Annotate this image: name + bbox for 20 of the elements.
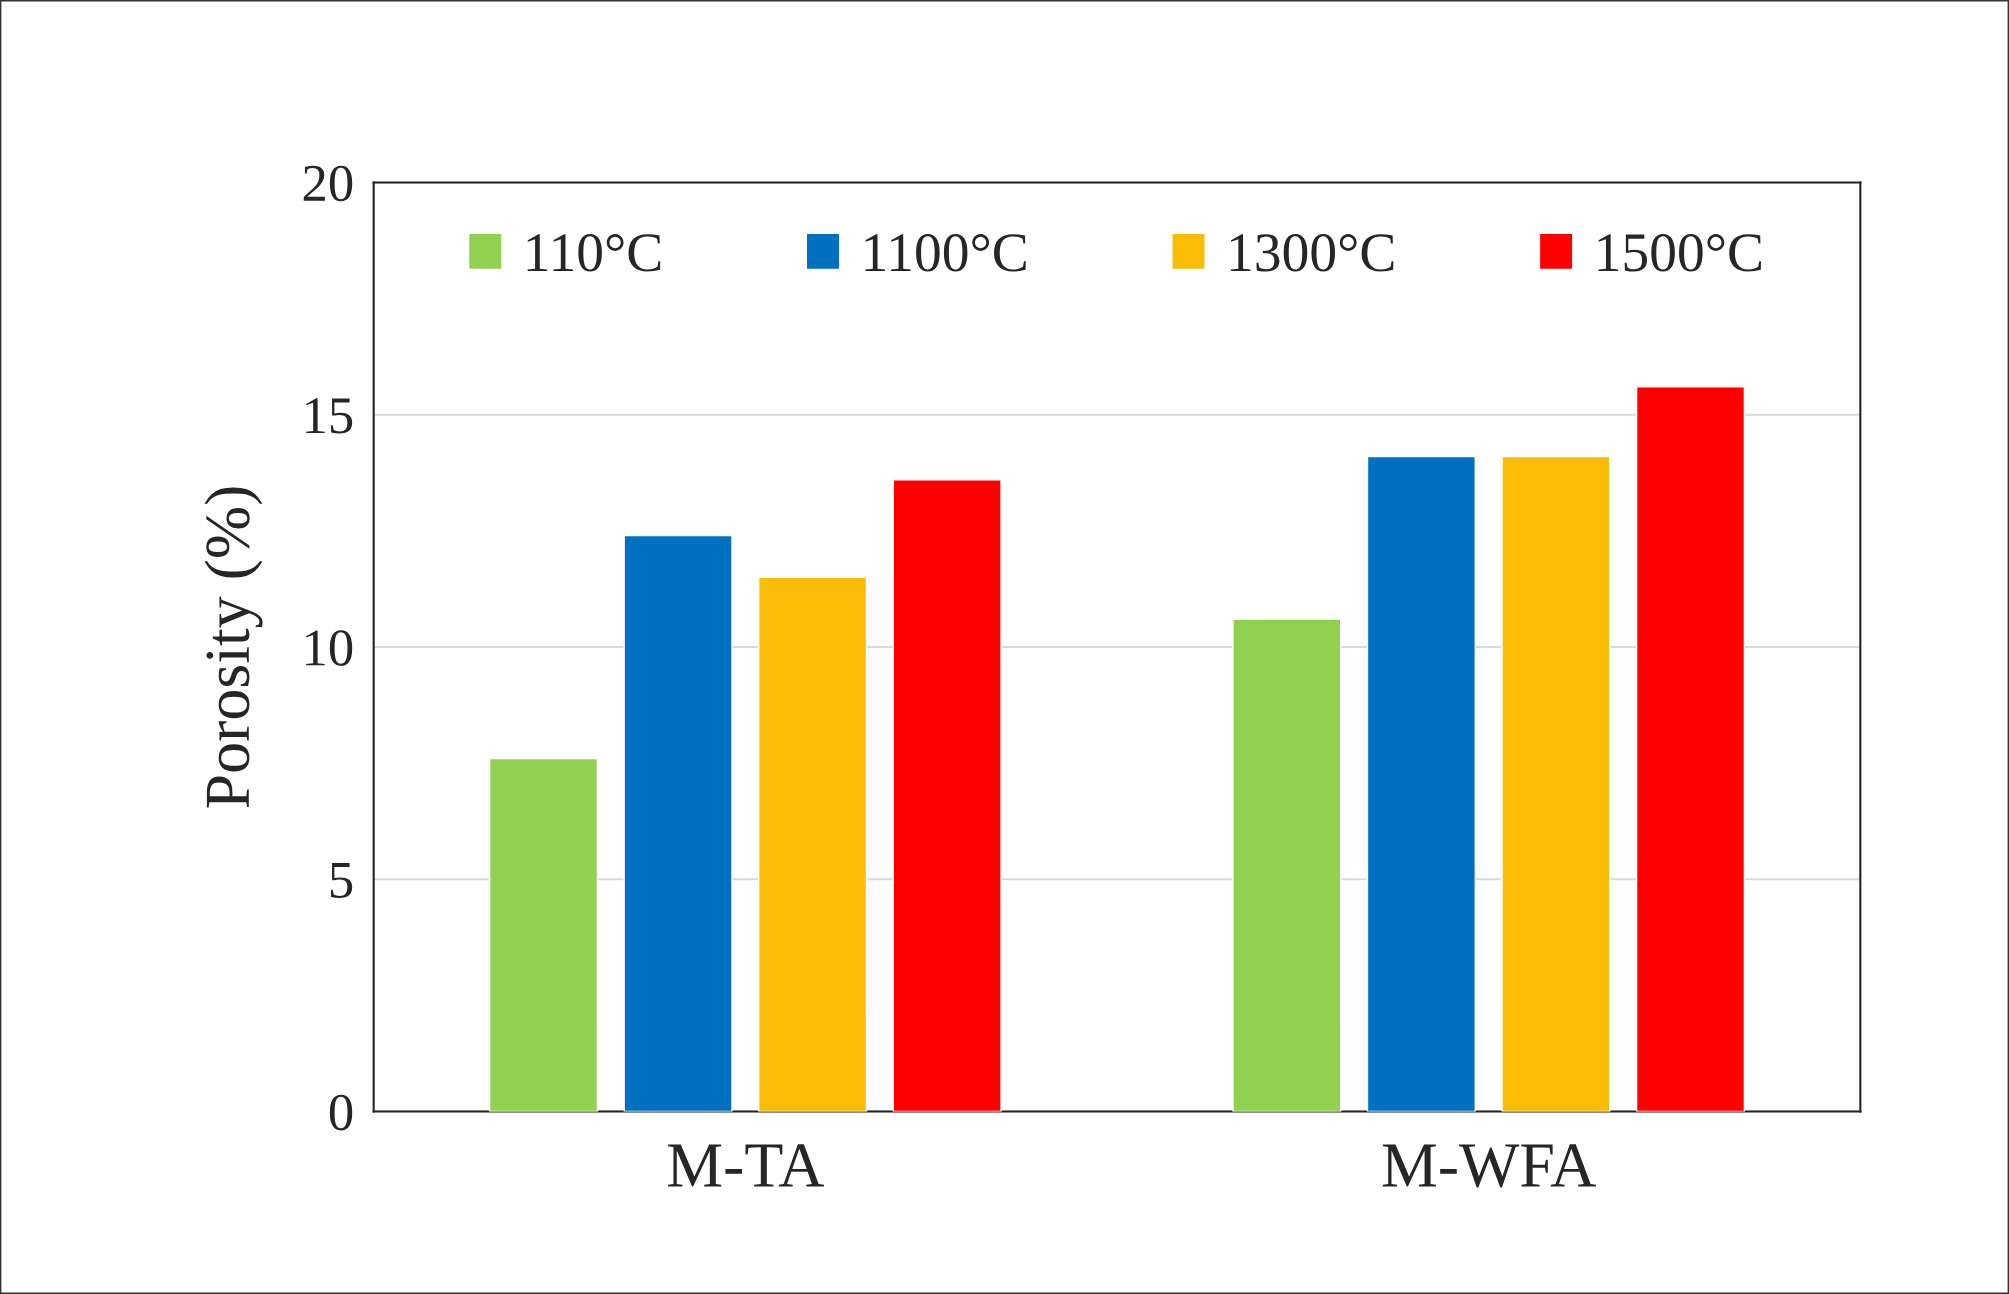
bar	[1635, 386, 1746, 1112]
legend-label: 1500°C	[1598, 234, 1761, 272]
x-tick-label: M-TA	[668, 1144, 824, 1187]
legend-label: 110°C	[527, 234, 661, 272]
bar	[623, 534, 733, 1112]
x-tick-label: M-WFA	[1382, 1144, 1596, 1188]
y-axis-title: Porosity (%)	[204, 487, 263, 808]
y-tick-label: 15	[306, 398, 353, 434]
y-tick-label: 20	[303, 165, 353, 202]
bar	[1366, 455, 1476, 1112]
legend-label: 1100°C	[865, 234, 1026, 272]
legend-label: 1300°C	[1230, 234, 1394, 272]
bar	[1501, 455, 1611, 1112]
y-tick-label: 0	[329, 1094, 353, 1131]
bar	[758, 576, 868, 1112]
y-tick-label: 5	[330, 863, 353, 899]
bar	[892, 479, 1002, 1112]
bar	[1232, 618, 1342, 1112]
bar	[488, 757, 599, 1112]
y-tick-label: 10	[306, 630, 353, 666]
